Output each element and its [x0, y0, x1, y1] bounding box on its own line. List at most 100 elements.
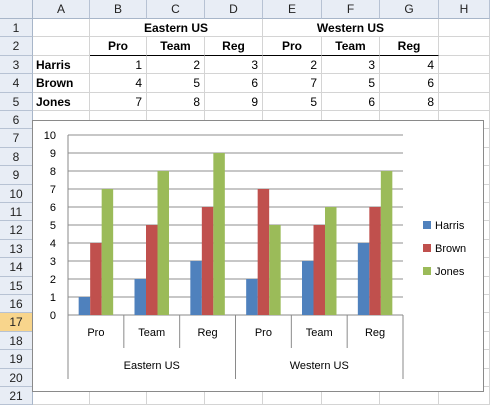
row-header-16[interactable]: 16: [0, 295, 33, 314]
bar-harris-5: [357, 243, 370, 315]
cell-b4[interactable]: 4: [90, 74, 147, 93]
cell-c3[interactable]: 2: [147, 55, 205, 75]
cell-e5[interactable]: 5: [263, 92, 322, 111]
y-tick-label-6: 6: [50, 202, 56, 214]
embedded-chart[interactable]: 0 1 2 3 4 5 6 7 8 9 10 Pro Team Reg Pro Team Reg Eastern …: [32, 120, 484, 392]
cell-d4[interactable]: 6: [205, 74, 263, 93]
bar-brown-0: [90, 243, 102, 315]
legend-swatch-jones: [423, 267, 431, 275]
cell-h5[interactable]: [439, 92, 490, 111]
bar-brown-2: [201, 207, 214, 315]
cell-f3[interactable]: 3: [322, 55, 380, 75]
row-header-12[interactable]: 12: [0, 221, 33, 240]
cell-g5[interactable]: 8: [380, 92, 439, 111]
cell-g2[interactable]: Reg: [380, 37, 439, 56]
y-tick-label-0: 0: [50, 310, 56, 322]
bar-harris-0: [78, 297, 91, 315]
select-all-corner[interactable]: [0, 0, 33, 19]
y-tick-label-8: 8: [50, 166, 56, 178]
cell-d3[interactable]: 3: [205, 55, 263, 75]
bar-brown-1: [146, 225, 158, 315]
cell-c2[interactable]: Team: [147, 37, 205, 56]
chart-svg: 0 1 2 3 4 5 6 7 8 9 10 Pro Team Reg Pro Team Reg Eastern …: [44, 130, 466, 379]
cell-b3[interactable]: 1: [90, 55, 147, 75]
cell-d5[interactable]: 9: [205, 92, 263, 111]
legend-swatch-brown: [423, 244, 431, 252]
bar-harris-2: [190, 261, 202, 315]
row-header-6[interactable]: 6: [0, 111, 33, 130]
cell-h2[interactable]: [439, 37, 490, 56]
cell-c4[interactable]: 5: [147, 74, 205, 93]
row-header-13[interactable]: 13: [0, 239, 33, 259]
row-header-14[interactable]: 14: [0, 258, 33, 277]
bar-jones-2: [213, 153, 225, 315]
legend-label-harris: Harris: [435, 220, 465, 232]
column-header-d[interactable]: D: [205, 0, 263, 19]
cell-d2[interactable]: Reg: [205, 37, 263, 56]
cell-g4[interactable]: 6: [380, 74, 439, 93]
x-tick-label-5: Reg: [365, 327, 385, 339]
y-tick-label-2: 2: [50, 274, 56, 286]
cell-e1[interactable]: Western US: [263, 19, 439, 38]
bar-jones-1: [157, 171, 169, 315]
cell-b5[interactable]: 7: [90, 92, 147, 111]
y-tick-label-1: 1: [50, 292, 56, 304]
cell-f5[interactable]: 6: [322, 92, 380, 111]
x-tick-label-3: Pro: [255, 327, 272, 339]
row-header-15[interactable]: 15: [0, 276, 33, 295]
cell-e4[interactable]: 7: [263, 74, 322, 93]
legend-swatch-harris: [423, 221, 431, 229]
row-header-1[interactable]: 1: [0, 19, 33, 38]
cell-a1[interactable]: [33, 19, 90, 38]
cell-h3[interactable]: [439, 55, 490, 75]
column-header-b[interactable]: B: [90, 0, 147, 19]
row-header-9[interactable]: 9: [0, 166, 33, 185]
cell-a2[interactable]: [33, 37, 90, 56]
cell-b1[interactable]: Eastern US: [90, 19, 263, 38]
cell-a5[interactable]: Jones: [33, 92, 90, 111]
legend-label-brown: Brown: [435, 243, 466, 255]
row-header-17[interactable]: 17: [0, 313, 33, 332]
column-header-h[interactable]: H: [439, 0, 490, 19]
cell-f2[interactable]: Team: [322, 37, 380, 56]
x-tick-label-4: Team: [306, 327, 333, 339]
row-header-18[interactable]: 18: [0, 331, 33, 351]
row-header-19[interactable]: 19: [0, 350, 33, 369]
column-header-g[interactable]: G: [380, 0, 439, 19]
cell-g3[interactable]: 4: [380, 55, 439, 75]
cell-h4[interactable]: [439, 74, 490, 93]
cell-c5[interactable]: 8: [147, 92, 205, 111]
cell-f4[interactable]: 5: [322, 74, 380, 93]
column-header-a[interactable]: A: [33, 0, 90, 19]
cell-h1[interactable]: [439, 19, 490, 38]
column-header-e[interactable]: E: [263, 0, 322, 19]
cell-e3[interactable]: 2: [263, 55, 322, 75]
row-header-21[interactable]: 21: [0, 387, 33, 405]
row-header-11[interactable]: 11: [0, 203, 33, 222]
cell-a4[interactable]: Brown: [33, 74, 90, 93]
bar-jones-0: [101, 189, 114, 315]
bar-brown-4: [313, 225, 325, 315]
row-header-10[interactable]: 10: [0, 184, 33, 203]
row-header-8[interactable]: 8: [0, 147, 33, 167]
cell-e2[interactable]: Pro: [263, 37, 322, 56]
y-tick-label-5: 5: [50, 220, 56, 232]
column-header-f[interactable]: F: [322, 0, 380, 19]
row-header-7[interactable]: 7: [0, 129, 33, 148]
cell-b2[interactable]: Pro: [90, 37, 147, 56]
y-tick-label-9: 9: [50, 148, 56, 160]
row-header-3[interactable]: 3: [0, 55, 33, 75]
cell-a3[interactable]: Harris: [33, 55, 90, 75]
row-header-5[interactable]: 5: [0, 92, 33, 111]
y-tick-label-4: 4: [50, 238, 56, 250]
bar-jones-5: [380, 171, 393, 315]
x-tick-label-0: Pro: [87, 327, 104, 339]
row-header-2[interactable]: 2: [0, 37, 33, 56]
x-tick-label-2: Reg: [197, 327, 217, 339]
row-header-20[interactable]: 20: [0, 368, 33, 387]
y-tick-label-3: 3: [50, 256, 56, 268]
column-header-c[interactable]: C: [147, 0, 205, 19]
bar-jones-4: [325, 207, 337, 315]
bar-harris-1: [134, 279, 146, 315]
row-header-4[interactable]: 4: [0, 74, 33, 93]
